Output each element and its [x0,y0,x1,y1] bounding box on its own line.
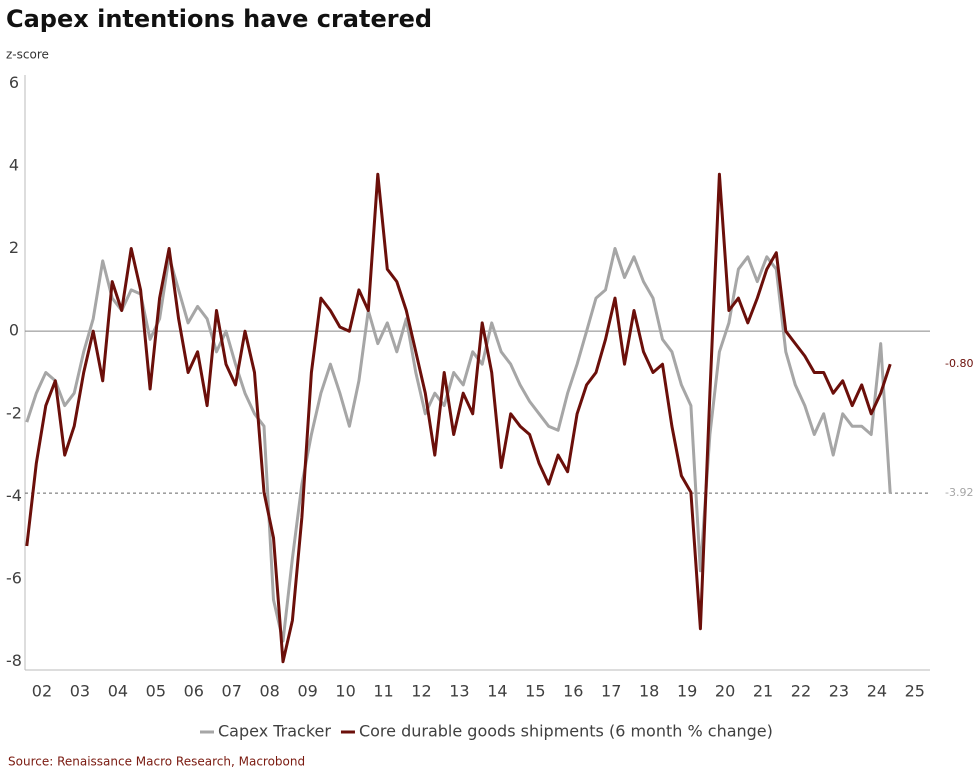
x-tick-label: 04 [108,682,128,701]
end-label: -0.80 [945,357,973,370]
y-tick-label: -4 [6,486,22,505]
x-tick-label: 20 [715,682,735,701]
end-label: -3.92 [945,486,973,499]
y-tick-label: -6 [6,569,22,588]
x-tick-label: 05 [146,682,166,701]
x-tick-label: 19 [677,682,697,701]
x-tick-label: 18 [639,682,659,701]
y-axis-label: z-score [6,48,49,62]
legend-label: Capex Tracker [218,722,331,741]
x-tick-label: 03 [70,682,90,701]
x-tick-label: 15 [525,682,545,701]
x-tick-label: 23 [829,682,849,701]
x-tick-label: 22 [791,682,811,701]
x-tick-label: 06 [184,682,204,701]
y-tick-label: 2 [9,238,19,257]
y-tick-label: -8 [6,651,22,670]
x-tick-label: 25 [905,682,925,701]
y-tick-label: 0 [9,321,19,340]
x-tick-label: 16 [563,682,583,701]
x-tick-label: 11 [373,682,393,701]
x-tick-label: 08 [259,682,279,701]
series-line [25,172,892,664]
x-tick-label: 13 [449,682,469,701]
x-tick-label: 14 [487,682,507,701]
x-tick-label: 10 [335,682,355,701]
x-tick-label: 07 [222,682,242,701]
x-tick-label: 17 [601,682,621,701]
x-tick-label: 02 [32,682,52,701]
chart-title: Capex intentions have cratered [6,5,432,33]
y-tick-label: 6 [9,73,19,92]
x-tick-label: 21 [753,682,773,701]
x-tick-label: 09 [297,682,317,701]
x-tick-label: 12 [411,682,431,701]
legend-label: Core durable goods shipments (6 month % … [359,722,773,741]
source: Source: Renaissance Macro Research, Macr… [8,755,305,769]
series-line [25,247,892,643]
x-tick-label: 24 [867,682,887,701]
y-tick-label: 4 [9,155,19,174]
y-tick-label: -2 [6,403,22,422]
